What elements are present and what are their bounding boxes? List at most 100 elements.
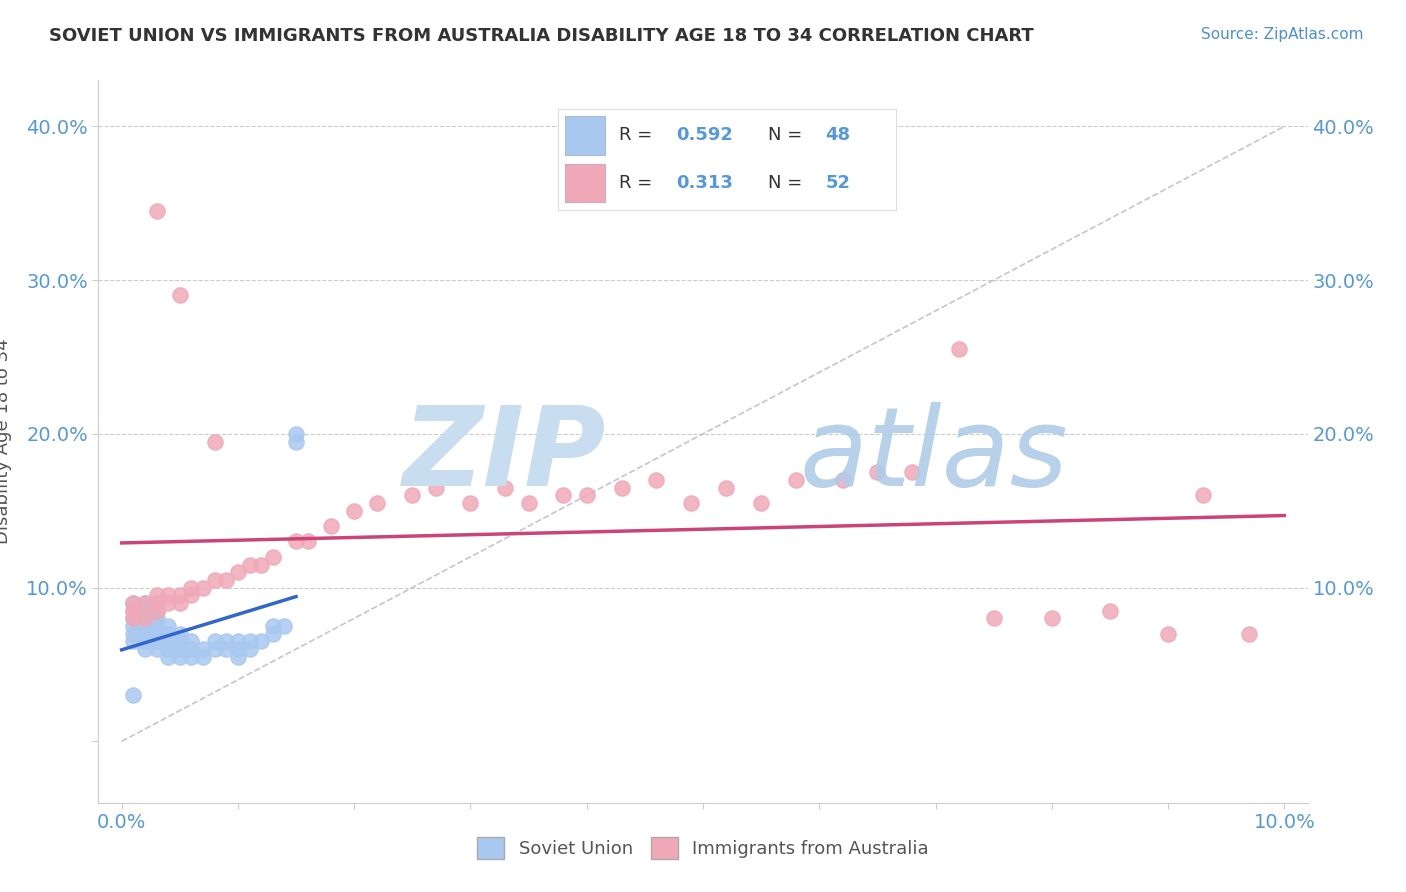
Point <box>226 649 249 664</box>
Point <box>517 496 540 510</box>
Point <box>122 596 145 610</box>
Point <box>866 465 889 479</box>
Point <box>285 534 308 549</box>
Point <box>285 426 308 441</box>
Point <box>180 588 202 602</box>
Point <box>610 481 633 495</box>
Point <box>169 634 191 648</box>
Point <box>180 634 202 648</box>
Point <box>145 619 167 633</box>
Point <box>831 473 853 487</box>
Point <box>1098 604 1121 618</box>
Point <box>553 488 575 502</box>
Point <box>145 588 167 602</box>
Point <box>1040 611 1063 625</box>
Point <box>215 634 238 648</box>
Point <box>169 626 191 640</box>
Point <box>122 611 145 625</box>
Point <box>1157 626 1180 640</box>
Point <box>134 604 156 618</box>
Point <box>785 473 807 487</box>
Point <box>157 619 180 633</box>
Point <box>122 604 145 618</box>
Point <box>262 549 284 564</box>
Text: Source: ZipAtlas.com: Source: ZipAtlas.com <box>1201 27 1364 42</box>
Point <box>122 688 145 702</box>
Point <box>262 619 284 633</box>
Point <box>145 604 167 618</box>
Point <box>122 604 145 618</box>
Point <box>134 634 156 648</box>
Point <box>122 596 145 610</box>
Point <box>157 649 180 664</box>
Text: ZIP: ZIP <box>402 402 606 509</box>
Point <box>157 642 180 657</box>
Point <box>1192 488 1215 502</box>
Point <box>122 619 145 633</box>
Point <box>983 611 1005 625</box>
Point <box>145 596 167 610</box>
Point <box>122 626 145 640</box>
Point <box>716 481 738 495</box>
Point <box>134 596 156 610</box>
Point <box>239 634 262 648</box>
Point <box>262 626 284 640</box>
Point <box>749 496 772 510</box>
Point <box>343 504 366 518</box>
Point <box>191 649 214 664</box>
Point <box>297 534 319 549</box>
Point <box>145 203 167 218</box>
Legend: Soviet Union, Immigrants from Australia: Soviet Union, Immigrants from Australia <box>470 830 936 866</box>
Point <box>191 642 214 657</box>
Y-axis label: Disability Age 18 to 34: Disability Age 18 to 34 <box>0 339 13 544</box>
Point <box>169 288 191 302</box>
Point <box>226 565 249 579</box>
Point <box>285 434 308 449</box>
Point <box>239 558 262 572</box>
Point <box>215 573 238 587</box>
Point <box>134 626 156 640</box>
Point <box>204 434 226 449</box>
Point <box>134 619 156 633</box>
Point <box>191 581 214 595</box>
Text: atlas: atlas <box>800 402 1069 509</box>
Point <box>122 611 145 625</box>
Point <box>1239 626 1261 640</box>
Point <box>226 642 249 657</box>
Point <box>134 596 156 610</box>
Point <box>425 481 447 495</box>
Point <box>145 642 167 657</box>
Point <box>157 626 180 640</box>
Point <box>494 481 516 495</box>
Point <box>645 473 668 487</box>
Point <box>145 604 167 618</box>
Point <box>226 634 249 648</box>
Point <box>145 634 167 648</box>
Point <box>239 642 262 657</box>
Text: SOVIET UNION VS IMMIGRANTS FROM AUSTRALIA DISABILITY AGE 18 TO 34 CORRELATION CH: SOVIET UNION VS IMMIGRANTS FROM AUSTRALI… <box>49 27 1033 45</box>
Point <box>204 642 226 657</box>
Point <box>681 496 703 510</box>
Point <box>575 488 598 502</box>
Point <box>901 465 924 479</box>
Point <box>145 626 167 640</box>
Point <box>215 642 238 657</box>
Point <box>134 642 156 657</box>
Point <box>319 519 342 533</box>
Point <box>169 649 191 664</box>
Point <box>948 343 970 357</box>
Point <box>122 634 145 648</box>
Point <box>180 642 202 657</box>
Point <box>145 611 167 625</box>
Point <box>273 619 295 633</box>
Point <box>157 596 180 610</box>
Point <box>250 634 273 648</box>
Point <box>460 496 482 510</box>
Point <box>169 642 191 657</box>
Point <box>134 611 156 625</box>
Point <box>169 596 191 610</box>
Point <box>401 488 423 502</box>
Point <box>250 558 273 572</box>
Point <box>157 634 180 648</box>
Point <box>204 634 226 648</box>
